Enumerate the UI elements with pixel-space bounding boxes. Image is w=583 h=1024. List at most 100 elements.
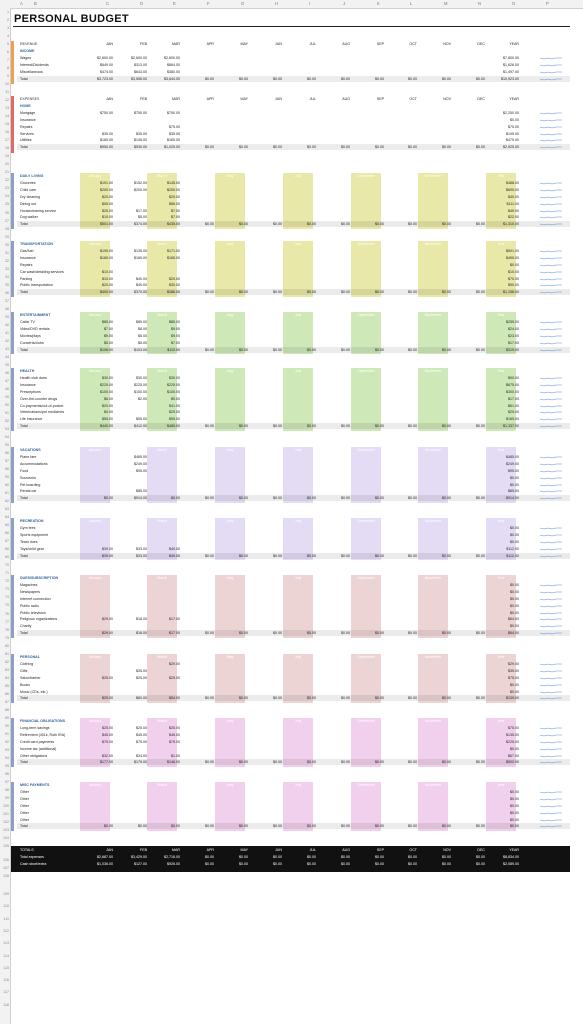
row-number[interactable]: 43 bbox=[5, 346, 9, 351]
cell-value[interactable]: $105.00 bbox=[506, 131, 519, 136]
row-number[interactable]: 109 bbox=[3, 892, 9, 896]
cell-value[interactable]: $0.00 bbox=[307, 631, 316, 636]
cell-value[interactable]: $0.00 bbox=[273, 76, 282, 81]
cell-value[interactable]: $25.00 bbox=[169, 410, 180, 415]
row-number[interactable]: 14 bbox=[5, 114, 9, 119]
cell-value[interactable]: $0.00 bbox=[307, 760, 316, 765]
cell-value[interactable]: $152.00 bbox=[134, 180, 147, 185]
row-number[interactable]: 46 bbox=[5, 370, 9, 375]
cell-value[interactable]: $0.00 bbox=[205, 76, 214, 81]
row-number[interactable]: 70 bbox=[5, 563, 9, 568]
column-header-j[interactable]: J bbox=[343, 1, 346, 6]
cell-value[interactable]: $85.00 bbox=[136, 319, 147, 324]
cell-value[interactable]: $35.00 bbox=[102, 131, 113, 136]
cell-value[interactable]: $0.00 bbox=[510, 624, 519, 629]
cell-value[interactable]: $30.00 bbox=[102, 375, 113, 380]
cell-value[interactable]: $165.00 bbox=[167, 255, 180, 260]
row-number[interactable]: 90 bbox=[5, 723, 9, 728]
row-number[interactable]: 30 bbox=[5, 242, 9, 247]
cell-value[interactable]: $18.00 bbox=[136, 617, 147, 622]
column-header-k[interactable]: K bbox=[377, 1, 380, 6]
row-number[interactable]: 66 bbox=[5, 531, 9, 536]
cell-value[interactable]: $67.00 bbox=[508, 753, 519, 758]
cell-value[interactable]: DEC bbox=[477, 97, 485, 101]
cell-value[interactable]: SEP bbox=[376, 42, 384, 46]
row-number[interactable]: 114 bbox=[3, 953, 9, 958]
cell-value[interactable]: $0.00 bbox=[205, 496, 214, 501]
cell-value[interactable]: $0.00 bbox=[408, 760, 417, 765]
cell-value[interactable]: APR bbox=[206, 42, 214, 46]
cell-value[interactable]: $8,834.00 bbox=[503, 854, 519, 859]
row-number[interactable]: 23 bbox=[5, 186, 9, 191]
cell-value[interactable]: $600.00 bbox=[506, 187, 519, 192]
column-header-b[interactable]: B bbox=[34, 1, 37, 6]
cell-value[interactable]: $17.00 bbox=[136, 208, 147, 213]
cell-value[interactable]: $95.00 bbox=[508, 468, 519, 473]
row-number[interactable]: 78 bbox=[5, 627, 9, 632]
cell-value[interactable]: $10.00 bbox=[102, 215, 113, 220]
cell-value[interactable]: $200.00 bbox=[167, 187, 180, 192]
row-number[interactable]: 111 bbox=[3, 916, 9, 921]
cell-value[interactable]: $135.00 bbox=[134, 248, 147, 253]
cell-value[interactable]: JUL bbox=[309, 97, 316, 101]
row-number[interactable]: 58 bbox=[5, 467, 9, 472]
cell-value[interactable]: $0.00 bbox=[442, 496, 451, 501]
cell-value[interactable]: $135.00 bbox=[506, 732, 519, 737]
cell-value[interactable]: $0.00 bbox=[205, 631, 214, 636]
row-number[interactable]: 72 bbox=[5, 579, 9, 584]
row-number[interactable]: 7 bbox=[7, 58, 9, 63]
row-number[interactable]: 52 bbox=[5, 419, 9, 424]
cell-value[interactable]: $0.00 bbox=[375, 290, 384, 295]
cell-value[interactable]: $0.00 bbox=[239, 145, 248, 150]
cell-value[interactable]: $0.00 bbox=[239, 424, 248, 429]
cell-value[interactable]: $1,497.00 bbox=[503, 69, 519, 74]
row-number[interactable]: 115 bbox=[3, 965, 9, 970]
cell-value[interactable]: $249.00 bbox=[506, 461, 519, 466]
cell-value[interactable]: $0.00 bbox=[375, 424, 384, 429]
cell-value[interactable]: $2,718.00 bbox=[164, 854, 180, 859]
cell-value[interactable]: $25.00 bbox=[169, 675, 180, 680]
cell-value[interactable]: $0.00 bbox=[205, 347, 214, 352]
cell-value[interactable]: $0.00 bbox=[341, 290, 350, 295]
row-number[interactable]: 27 bbox=[5, 218, 9, 223]
cell-value[interactable]: $29.00 bbox=[508, 410, 519, 415]
cell-value[interactable]: $64.00 bbox=[508, 617, 519, 622]
cell-value[interactable]: $0.00 bbox=[205, 760, 214, 765]
cell-value[interactable]: $926.00 bbox=[167, 861, 180, 866]
cell-value[interactable]: $675.00 bbox=[506, 382, 519, 387]
row-number[interactable]: 22 bbox=[5, 178, 9, 183]
cell-value[interactable]: $20.00 bbox=[169, 276, 180, 281]
cell-value[interactable]: $0.00 bbox=[239, 496, 248, 501]
cell-value[interactable]: $0.00 bbox=[510, 589, 519, 594]
row-number[interactable]: 32 bbox=[5, 258, 9, 263]
row-number[interactable]: 42 bbox=[5, 338, 9, 343]
cell-value[interactable]: $29.00 bbox=[102, 617, 113, 622]
cell-value[interactable]: $485.00 bbox=[134, 454, 147, 459]
column-header-g[interactable]: G bbox=[241, 1, 245, 6]
cell-value[interactable]: $0.00 bbox=[273, 290, 282, 295]
cell-value[interactable]: $0.00 bbox=[510, 796, 519, 801]
cell-value[interactable]: $3,644.00 bbox=[164, 76, 180, 81]
cell-value[interactable]: $0.00 bbox=[273, 760, 282, 765]
row-number[interactable]: 76 bbox=[5, 611, 9, 616]
column-header-p[interactable]: P bbox=[546, 1, 549, 6]
cell-value[interactable]: $7.00 bbox=[104, 326, 113, 331]
row-number[interactable]: 35 bbox=[5, 282, 9, 287]
cell-value[interactable]: $33.00 bbox=[136, 553, 147, 558]
row-number[interactable]: 75 bbox=[5, 603, 9, 608]
cell-value[interactable]: $502.00 bbox=[506, 760, 519, 765]
cell-value[interactable]: $0.00 bbox=[341, 222, 350, 227]
row-number[interactable]: 68 bbox=[5, 547, 9, 552]
row-number[interactable]: 10 bbox=[5, 82, 9, 87]
cell-value[interactable]: $0.00 bbox=[408, 76, 417, 81]
cell-value[interactable]: $474.00 bbox=[100, 69, 113, 74]
row-number[interactable]: 83 bbox=[5, 667, 9, 672]
cell-value[interactable]: $0.00 bbox=[510, 482, 519, 487]
cell-value[interactable]: $165.00 bbox=[100, 138, 113, 143]
cell-value[interactable]: FEB bbox=[140, 848, 147, 852]
row-number[interactable]: 11 bbox=[5, 90, 9, 95]
cell-value[interactable]: $0.00 bbox=[408, 424, 417, 429]
cell-value[interactable]: $0.00 bbox=[442, 824, 451, 829]
cell-value[interactable]: $85.00 bbox=[102, 319, 113, 324]
cell-value[interactable]: $75.00 bbox=[169, 124, 180, 129]
